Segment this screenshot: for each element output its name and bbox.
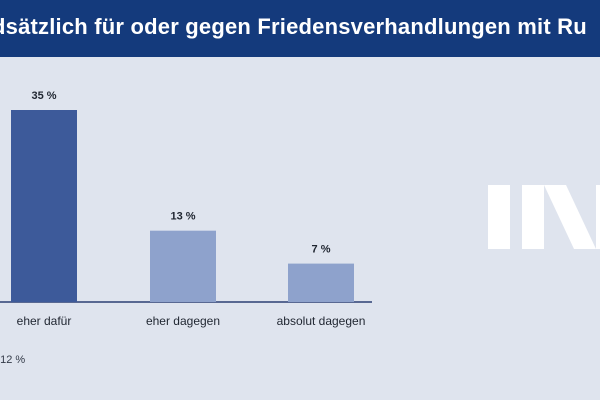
title-bar: dsätzlich für oder gegen Friedensverhand…	[0, 0, 600, 57]
value-label-eher-daf-r: 35 %	[31, 90, 56, 102]
bar-eher-daf-r	[11, 110, 77, 302]
category-label-eher-dagegen: eher dagegen	[146, 314, 220, 328]
bar-chart: 35 % eher dafür 13 % eher dagegen 7 % absolut…	[0, 90, 372, 328]
category-label-eher-daf-r: eher dafür	[17, 314, 72, 328]
category-label-absolut-dagegen: absolut dagegen	[277, 314, 366, 328]
logo	[488, 185, 600, 249]
value-label-eher-dagegen: 13 %	[170, 211, 195, 223]
value-label-absolut-dagegen: 7 %	[312, 244, 331, 256]
bar-eher-dagegen	[150, 230, 216, 302]
chart-title: dsätzlich für oder gegen Friedensverhand…	[0, 14, 587, 39]
bar-absolut-dagegen	[288, 263, 354, 302]
footnote: : 12 %	[0, 354, 26, 366]
